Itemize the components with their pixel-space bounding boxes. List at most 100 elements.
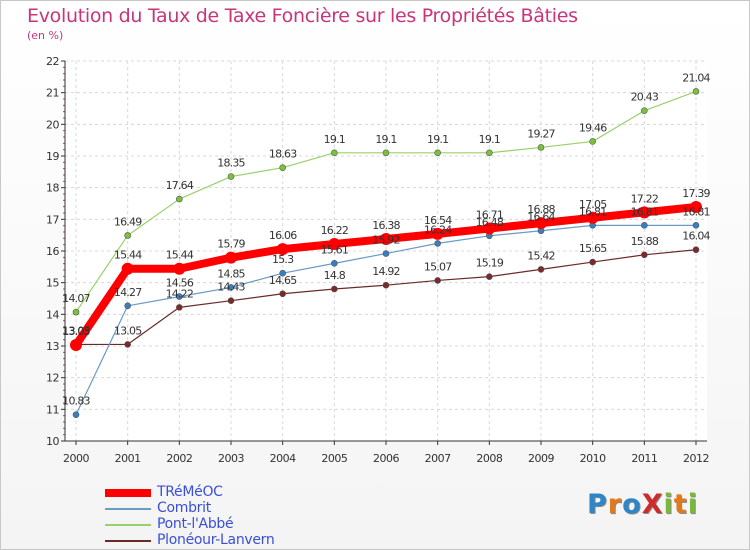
legend-swatch: [105, 508, 151, 510]
legend-label: Combrit: [157, 500, 211, 516]
x-tick-label: 2006: [373, 452, 399, 465]
data-point-Tremeoc: [225, 251, 237, 264]
data-point-Tremeoc: [173, 262, 186, 275]
data-point-Ploneour-Lanvern: [589, 258, 596, 266]
data-point-Pont-l-Abbe: [692, 88, 700, 95]
data-label-Combrit: 16.64: [527, 211, 555, 224]
data-point-Tremeoc: [70, 339, 82, 352]
data-label-Ploneour-Lanvern: 14.8: [324, 269, 346, 282]
y-tick-label: 14: [46, 308, 59, 321]
data-point-Pont-l-Abbe: [434, 149, 441, 157]
data-label-Pont-l-Abbe: 17.64: [166, 179, 194, 192]
y-tick-label: 20: [46, 118, 59, 131]
legend-label: Pont-l'Abbé: [157, 516, 234, 532]
x-tick-label: 2003: [218, 452, 244, 465]
x-tick-label: 2009: [528, 452, 554, 465]
data-point-Ploneour-Lanvern: [227, 297, 235, 305]
data-label-Ploneour-Lanvern: 16.04: [682, 230, 710, 243]
data-label-Tremeoc: 16.38: [372, 219, 400, 232]
data-point-Pont-l-Abbe: [382, 149, 390, 157]
data-label-Pont-l-Abbe: 19.1: [427, 133, 448, 146]
data-label-Pont-l-Abbe: 16.49: [114, 215, 142, 228]
x-tick-label: 2012: [683, 452, 709, 465]
data-label-Pont-l-Abbe: 21.04: [682, 71, 710, 84]
y-tick-label: 19: [46, 150, 59, 163]
data-point-Pont-l-Abbe: [227, 173, 235, 180]
data-point-Tremeoc: [690, 200, 702, 213]
logo-letter: i: [663, 489, 674, 520]
legend-label: Plonéour-Lanvern: [157, 532, 275, 548]
data-point-Ploneour-Lanvern: [331, 285, 338, 293]
x-tick-label: 2004: [270, 452, 296, 465]
logo-letter: r: [607, 489, 623, 520]
data-point-Pont-l-Abbe: [176, 195, 183, 203]
data-label-Tremeoc: 17.39: [682, 187, 710, 200]
data-label-Tremeoc: 16.88: [527, 203, 555, 216]
x-tick-label: 2011: [631, 452, 657, 465]
data-label-Ploneour-Lanvern: 13.05: [62, 324, 90, 337]
data-point-Combrit: [279, 269, 286, 277]
data-point-Pont-l-Abbe: [331, 149, 338, 157]
data-point-Combrit: [227, 284, 235, 291]
x-tick-label: 2002: [166, 452, 192, 465]
logo-letter: P: [587, 489, 608, 520]
data-label-Combrit: 16.24: [424, 223, 452, 236]
logo-letter: X: [641, 489, 664, 520]
data-point-Ploneour-Lanvern: [641, 251, 648, 259]
data-label-Tremeoc: 15.44: [166, 249, 194, 262]
x-tick-label: 2000: [63, 452, 89, 465]
data-point-Tremeoc: [483, 222, 496, 235]
data-label-Ploneour-Lanvern: 15.88: [631, 235, 659, 248]
data-point-Tremeoc: [121, 262, 134, 275]
data-point-Ploneour-Lanvern: [176, 304, 183, 311]
data-label-Pont-l-Abbe: 19.27: [527, 127, 555, 140]
data-label-Ploneour-Lanvern: 14.65: [269, 274, 297, 287]
data-label-Combrit: 15.92: [372, 234, 400, 247]
legend-label: TRéMéOC: [157, 484, 223, 500]
data-label-Pont-l-Abbe: 20.43: [631, 91, 659, 104]
data-label-Ploneour-Lanvern: 15.42: [527, 249, 555, 262]
data-point-Combrit: [331, 260, 338, 267]
x-tick-label: 2001: [115, 452, 141, 465]
data-point-Tremeoc: [431, 227, 444, 240]
legend-swatch: [105, 524, 151, 526]
data-label-Ploneour-Lanvern: 14.43: [217, 281, 245, 294]
data-point-Combrit: [382, 250, 390, 257]
data-point-Pont-l-Abbe: [641, 107, 648, 115]
data-point-Pont-l-Abbe: [72, 308, 80, 316]
data-point-Combrit: [176, 293, 183, 300]
data-point-Tremeoc: [586, 211, 599, 224]
x-tick-label: 2007: [425, 452, 451, 465]
legend-swatch: [105, 489, 151, 497]
data-point-Combrit: [72, 411, 80, 419]
data-point-Pont-l-Abbe: [589, 138, 596, 145]
data-label-Pont-l-Abbe: 19.1: [324, 133, 345, 146]
data-label-Tremeoc: 17.05: [579, 198, 607, 211]
y-tick-label: 22: [46, 55, 59, 68]
data-point-Pont-l-Abbe: [279, 164, 286, 172]
data-label-Ploneour-Lanvern: 15.19: [476, 257, 504, 270]
y-tick-label: 18: [46, 182, 59, 195]
data-point-Ploneour-Lanvern: [692, 246, 700, 254]
y-tick-label: 21: [46, 87, 59, 100]
data-label-Ploneour-Lanvern: 14.92: [372, 265, 400, 278]
data-label-Ploneour-Lanvern: 15.65: [579, 242, 607, 255]
data-label-Combrit: 15.61: [321, 243, 349, 256]
data-label-Tremeoc: 17.22: [631, 192, 659, 205]
data-label-Combrit: 16.48: [476, 216, 504, 229]
y-tick-label: 13: [46, 340, 59, 353]
y-tick-label: 12: [46, 372, 59, 385]
data-label-Pont-l-Abbe: 14.07: [62, 292, 90, 305]
data-point-Combrit: [641, 222, 648, 229]
data-label-Combrit: 16.81: [682, 205, 710, 218]
data-label-Pont-l-Abbe: 19.1: [375, 133, 396, 146]
data-point-Ploneour-Lanvern: [279, 290, 286, 298]
logo-letter: i: [687, 489, 698, 520]
data-label-Combrit: 14.56: [166, 277, 194, 290]
logo-letter: t: [673, 489, 688, 520]
data-point-Pont-l-Abbe: [124, 232, 131, 239]
data-point-Tremeoc: [638, 206, 651, 219]
legend-swatch: [105, 540, 151, 542]
